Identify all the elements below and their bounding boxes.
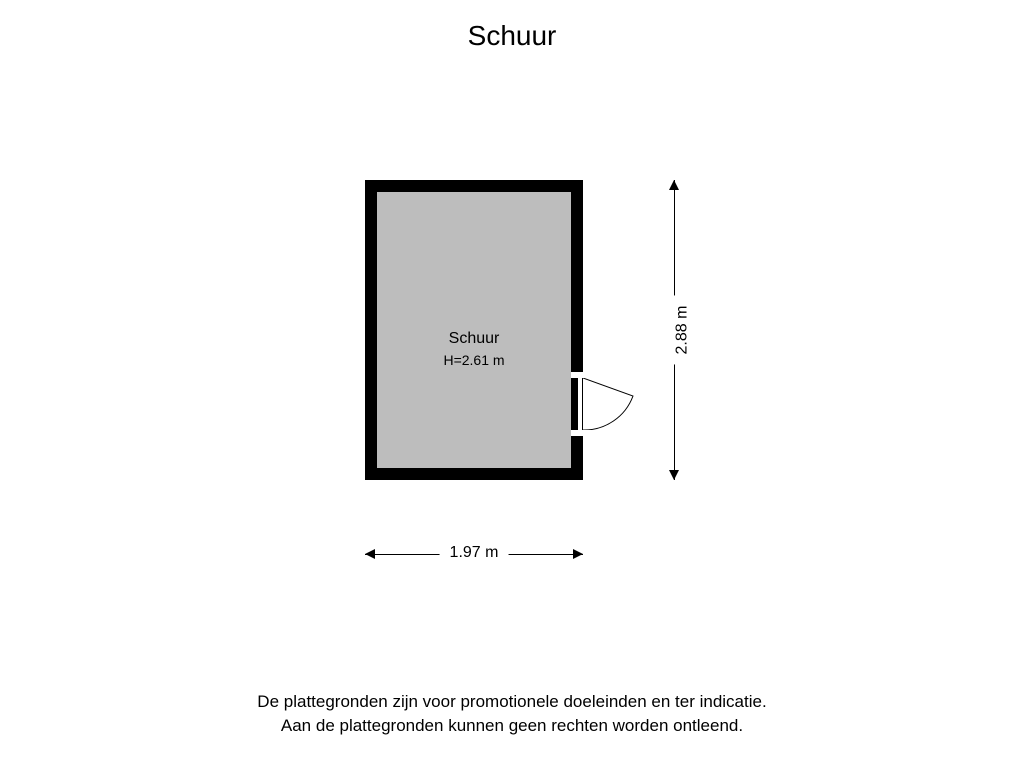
disclaimer-text: De plattegronden zijn voor promotionele …: [0, 690, 1024, 738]
dimension-width: 1.97 m: [365, 540, 583, 570]
door-swing-arc: [583, 378, 635, 430]
dimension-width-label: 1.97 m: [440, 544, 509, 562]
room-height-label: H=2.61 m: [365, 352, 583, 368]
disclaimer-line-2: Aan de plattegronden kunnen geen rechten…: [281, 716, 743, 735]
floorplan: Schuur H=2.61 m: [365, 180, 583, 480]
dimension-depth-label: 2.88 m: [673, 296, 691, 365]
dimension-depth: 2.88 m: [660, 180, 690, 480]
door-opening: [577, 378, 583, 430]
page-title: Schuur: [0, 20, 1024, 52]
door-jamb-bottom: [571, 430, 583, 436]
dimension-depth-arrow-top: [669, 180, 679, 190]
disclaimer-line-1: De plattegronden zijn voor promotionele …: [257, 692, 766, 711]
dimension-width-arrow-right: [573, 549, 583, 559]
dimension-depth-arrow-bottom: [669, 470, 679, 480]
room-name-label: Schuur: [365, 330, 583, 348]
dimension-width-arrow-left: [365, 549, 375, 559]
